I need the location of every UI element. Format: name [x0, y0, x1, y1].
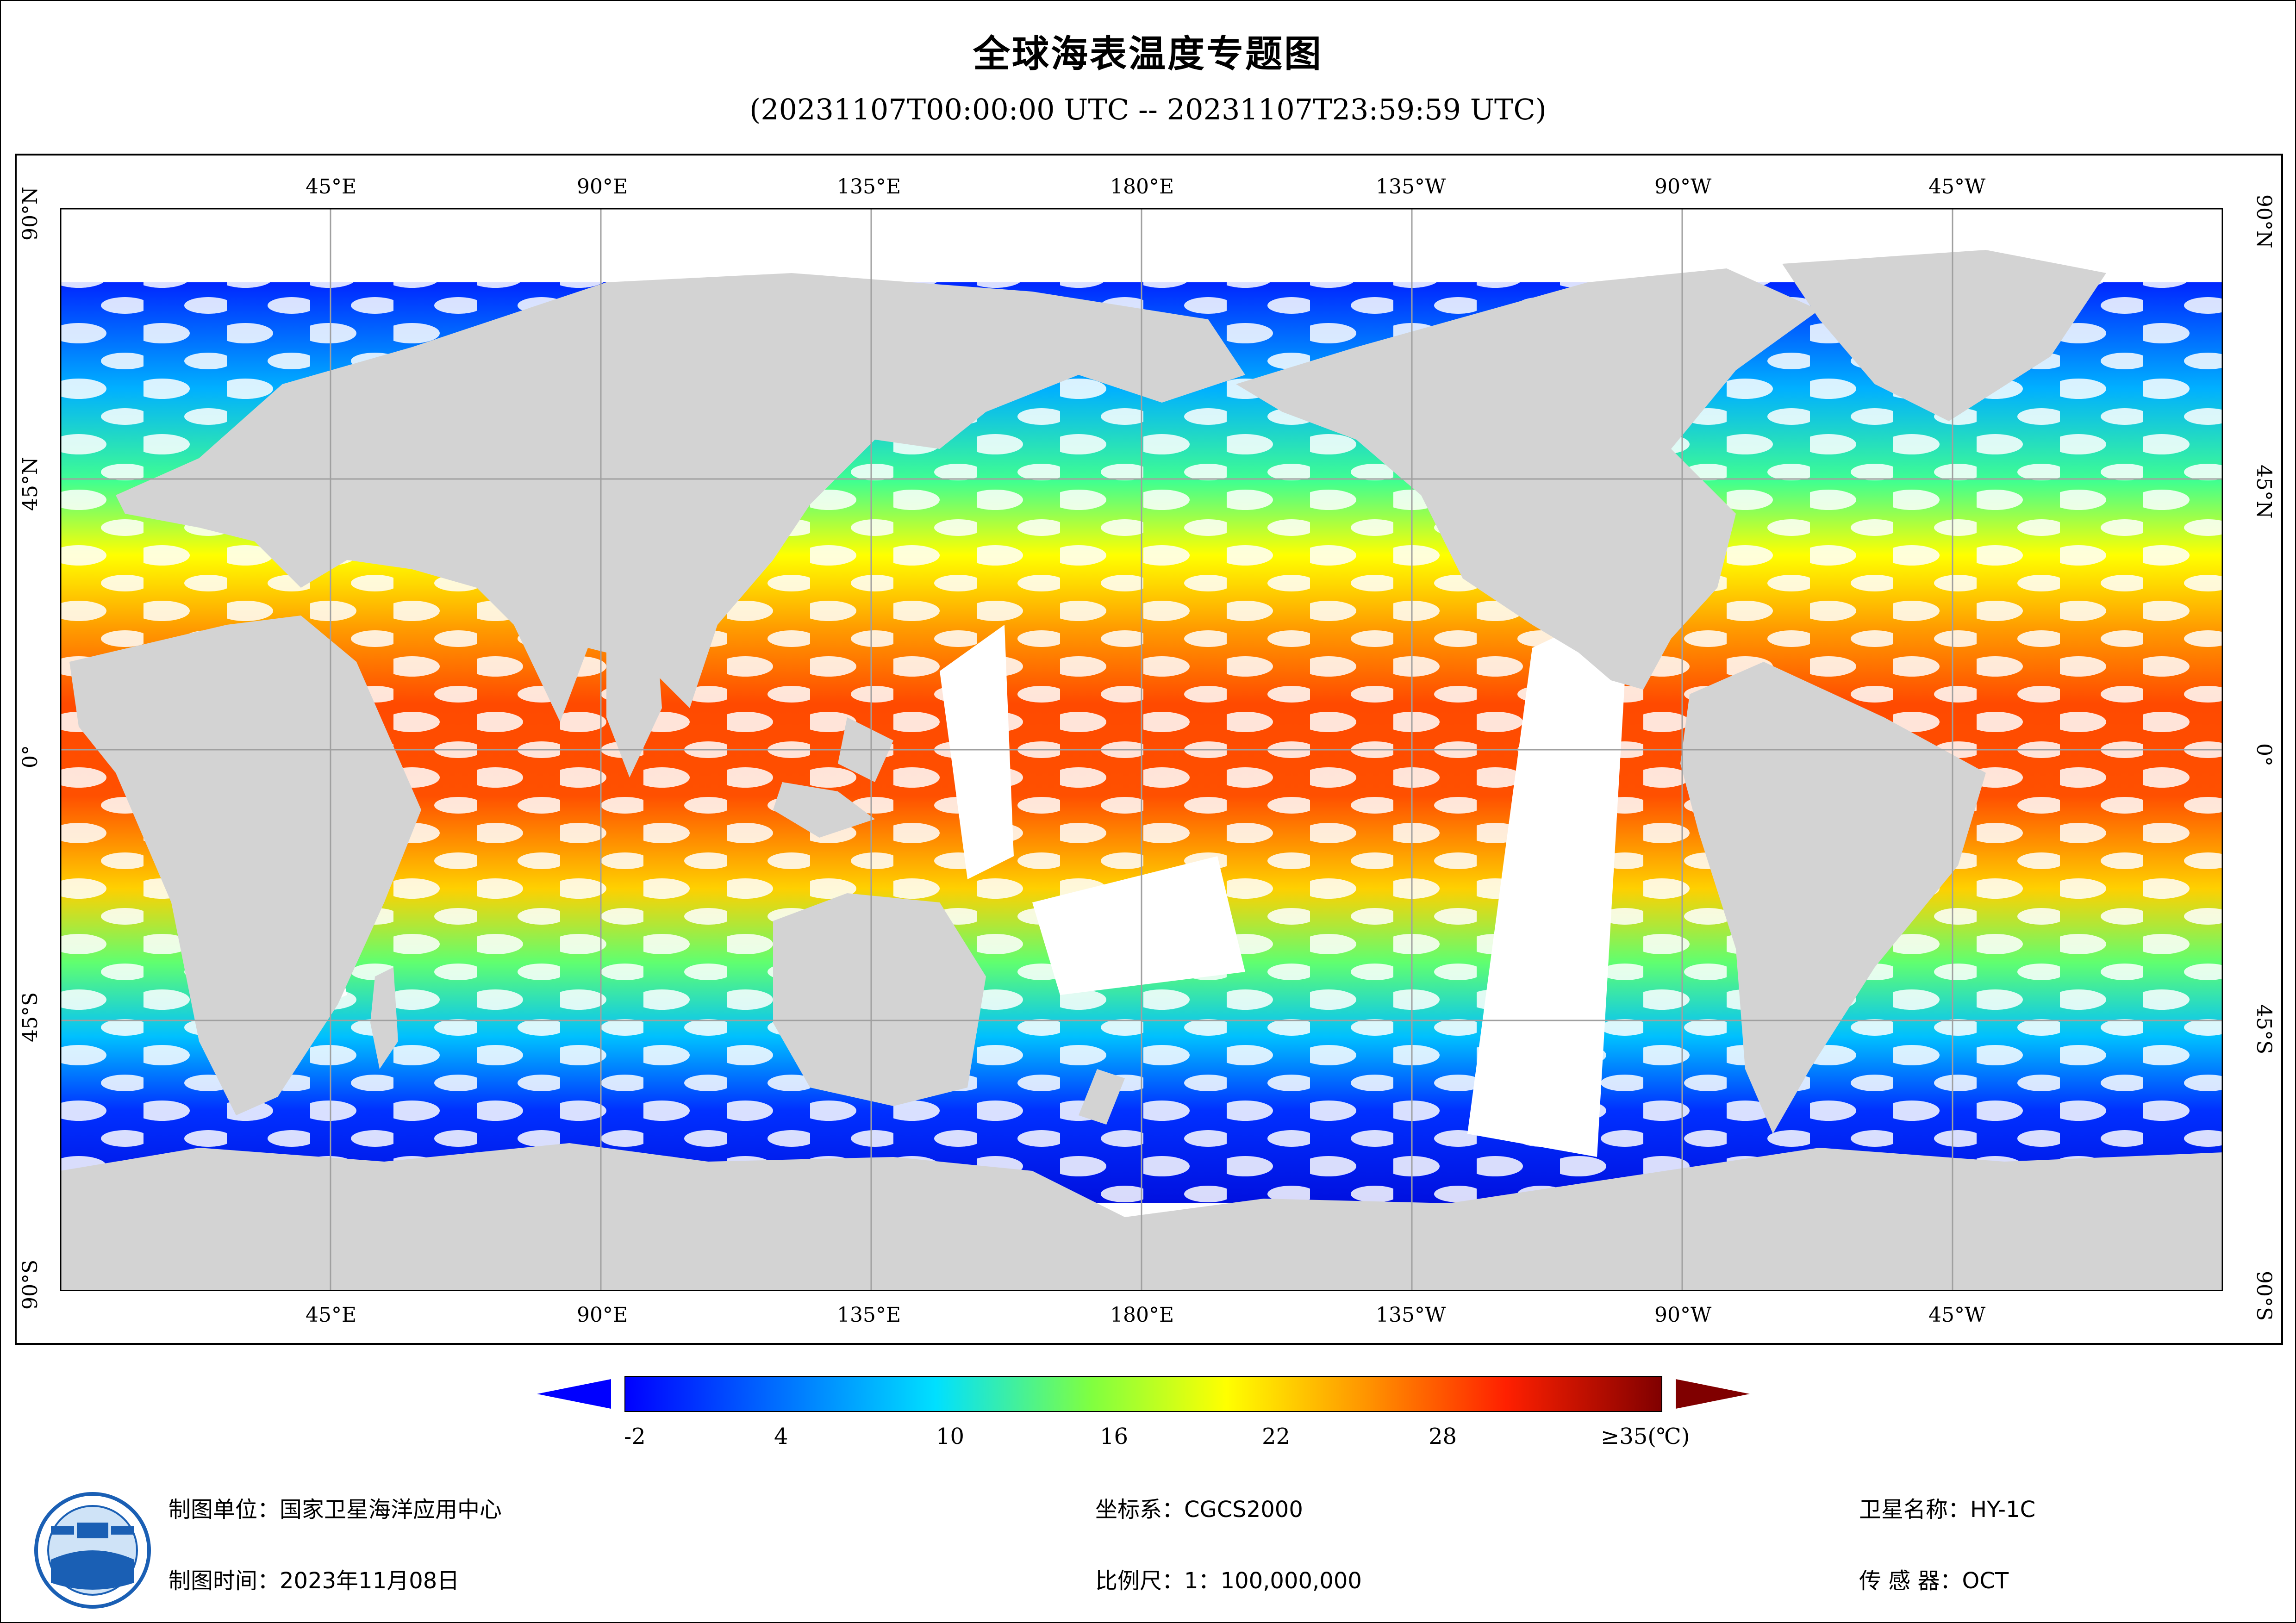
australia — [773, 893, 986, 1106]
sensor-name-value: OCT — [1962, 1568, 2009, 1594]
map-subtitle: (20231107T00:00:00 UTC -- 20231107T23:59… — [749, 93, 1547, 126]
map-border — [60, 208, 2223, 1291]
top-lon-label: 90°E — [577, 175, 628, 199]
top-lon-label: 135°E — [837, 175, 901, 199]
map-time-label: 制图时间： — [168, 1568, 280, 1594]
colorbar-max-arrow — [1676, 1379, 1750, 1409]
satellite-name-label: 卫星名称： — [1859, 1497, 1971, 1523]
sst-map — [60, 208, 2223, 1291]
madagascar — [370, 967, 398, 1069]
top-lon-label: 135°W — [1376, 175, 1446, 199]
bottom-lon-label: 135°W — [1376, 1303, 1446, 1327]
coordinate-system-label: 坐标系： — [1095, 1497, 1185, 1523]
colorbar — [537, 1376, 1750, 1412]
india — [606, 625, 662, 777]
bottom-lon-label: 135°E — [837, 1303, 901, 1327]
colorbar-tick-label: ≥35(℃) — [1601, 1424, 1690, 1449]
map-time: 制图时间：2023年11月08日 — [168, 1562, 459, 1595]
left-lat-label: 45°N — [19, 457, 42, 511]
coordinate-system: 坐标系：CGCS2000 — [1095, 1491, 1303, 1524]
colorbar-tick-label: 22 — [1262, 1424, 1291, 1449]
greenland — [1782, 250, 2106, 421]
map-frame — [15, 154, 2283, 1345]
left-lat-label: 0° — [19, 745, 42, 768]
top-lon-label: 180°E — [1110, 175, 1174, 199]
left-lat-label: 45°S — [19, 992, 42, 1042]
map-title: 全球海表温度专题图 — [973, 32, 1323, 75]
bottom-lon-label: 90°W — [1654, 1303, 1712, 1327]
left-lat-label: 90°N — [19, 187, 42, 241]
map-scale: 比例尺：1：100,000,000 — [1095, 1562, 1362, 1595]
sensor-name-label: 传 感 器： — [1859, 1568, 1962, 1594]
map-unit: 制图单位：国家卫星海洋应用中心 — [168, 1491, 502, 1524]
satellite-name-value: HY-1C — [1970, 1497, 2036, 1523]
bottom-lon-label: 90°E — [577, 1303, 628, 1327]
nsoas-logo — [34, 1492, 151, 1609]
colorbar-tick-label: 10 — [936, 1424, 965, 1449]
satellite-name: 卫星名称：HY-1C — [1859, 1491, 2035, 1524]
colorbar-tick-label: 4 — [774, 1424, 788, 1449]
south-america — [1680, 662, 1986, 1134]
colorbar-tick-label: 28 — [1429, 1424, 1457, 1449]
coordinate-system-value: CGCS2000 — [1184, 1497, 1303, 1523]
colorbar-gradient — [624, 1376, 1662, 1412]
sensor-name: 传 感 器：OCT — [1859, 1562, 2009, 1595]
maritime-asia — [773, 782, 875, 838]
colorbar-tick-label: -2 — [624, 1424, 646, 1449]
right-lat-label: 90°S — [2252, 1271, 2276, 1321]
bottom-lon-label: 45°E — [306, 1303, 357, 1327]
bottom-lon-label: 180°E — [1110, 1303, 1174, 1327]
africa — [69, 616, 421, 1115]
map-scale-label: 比例尺： — [1095, 1568, 1185, 1594]
map-unit-value: 国家卫星海洋应用中心 — [280, 1497, 502, 1523]
eurasia — [116, 273, 1245, 722]
right-lat-label: 90°N — [2252, 194, 2276, 249]
right-lat-label: 45°S — [2252, 1004, 2276, 1055]
new-zealand — [1079, 1069, 1125, 1125]
colorbar-min-arrow — [537, 1379, 611, 1409]
bottom-lon-label: 45°W — [1928, 1303, 1986, 1327]
map-time-value: 2023年11月08日 — [280, 1568, 460, 1594]
colorbar-tick-label: 16 — [1100, 1424, 1129, 1449]
top-lon-label: 90°W — [1654, 175, 1712, 199]
right-lat-label: 45°N — [2252, 465, 2276, 519]
top-lon-label: 45°W — [1928, 175, 1986, 199]
map-scale-value: 1：100,000,000 — [1184, 1568, 1362, 1594]
graticule — [60, 208, 2223, 1291]
left-lat-label: 90°S — [19, 1259, 42, 1310]
right-lat-label: 0° — [2252, 743, 2276, 766]
map-unit-label: 制图单位： — [168, 1497, 280, 1523]
top-lon-label: 45°E — [306, 175, 357, 199]
